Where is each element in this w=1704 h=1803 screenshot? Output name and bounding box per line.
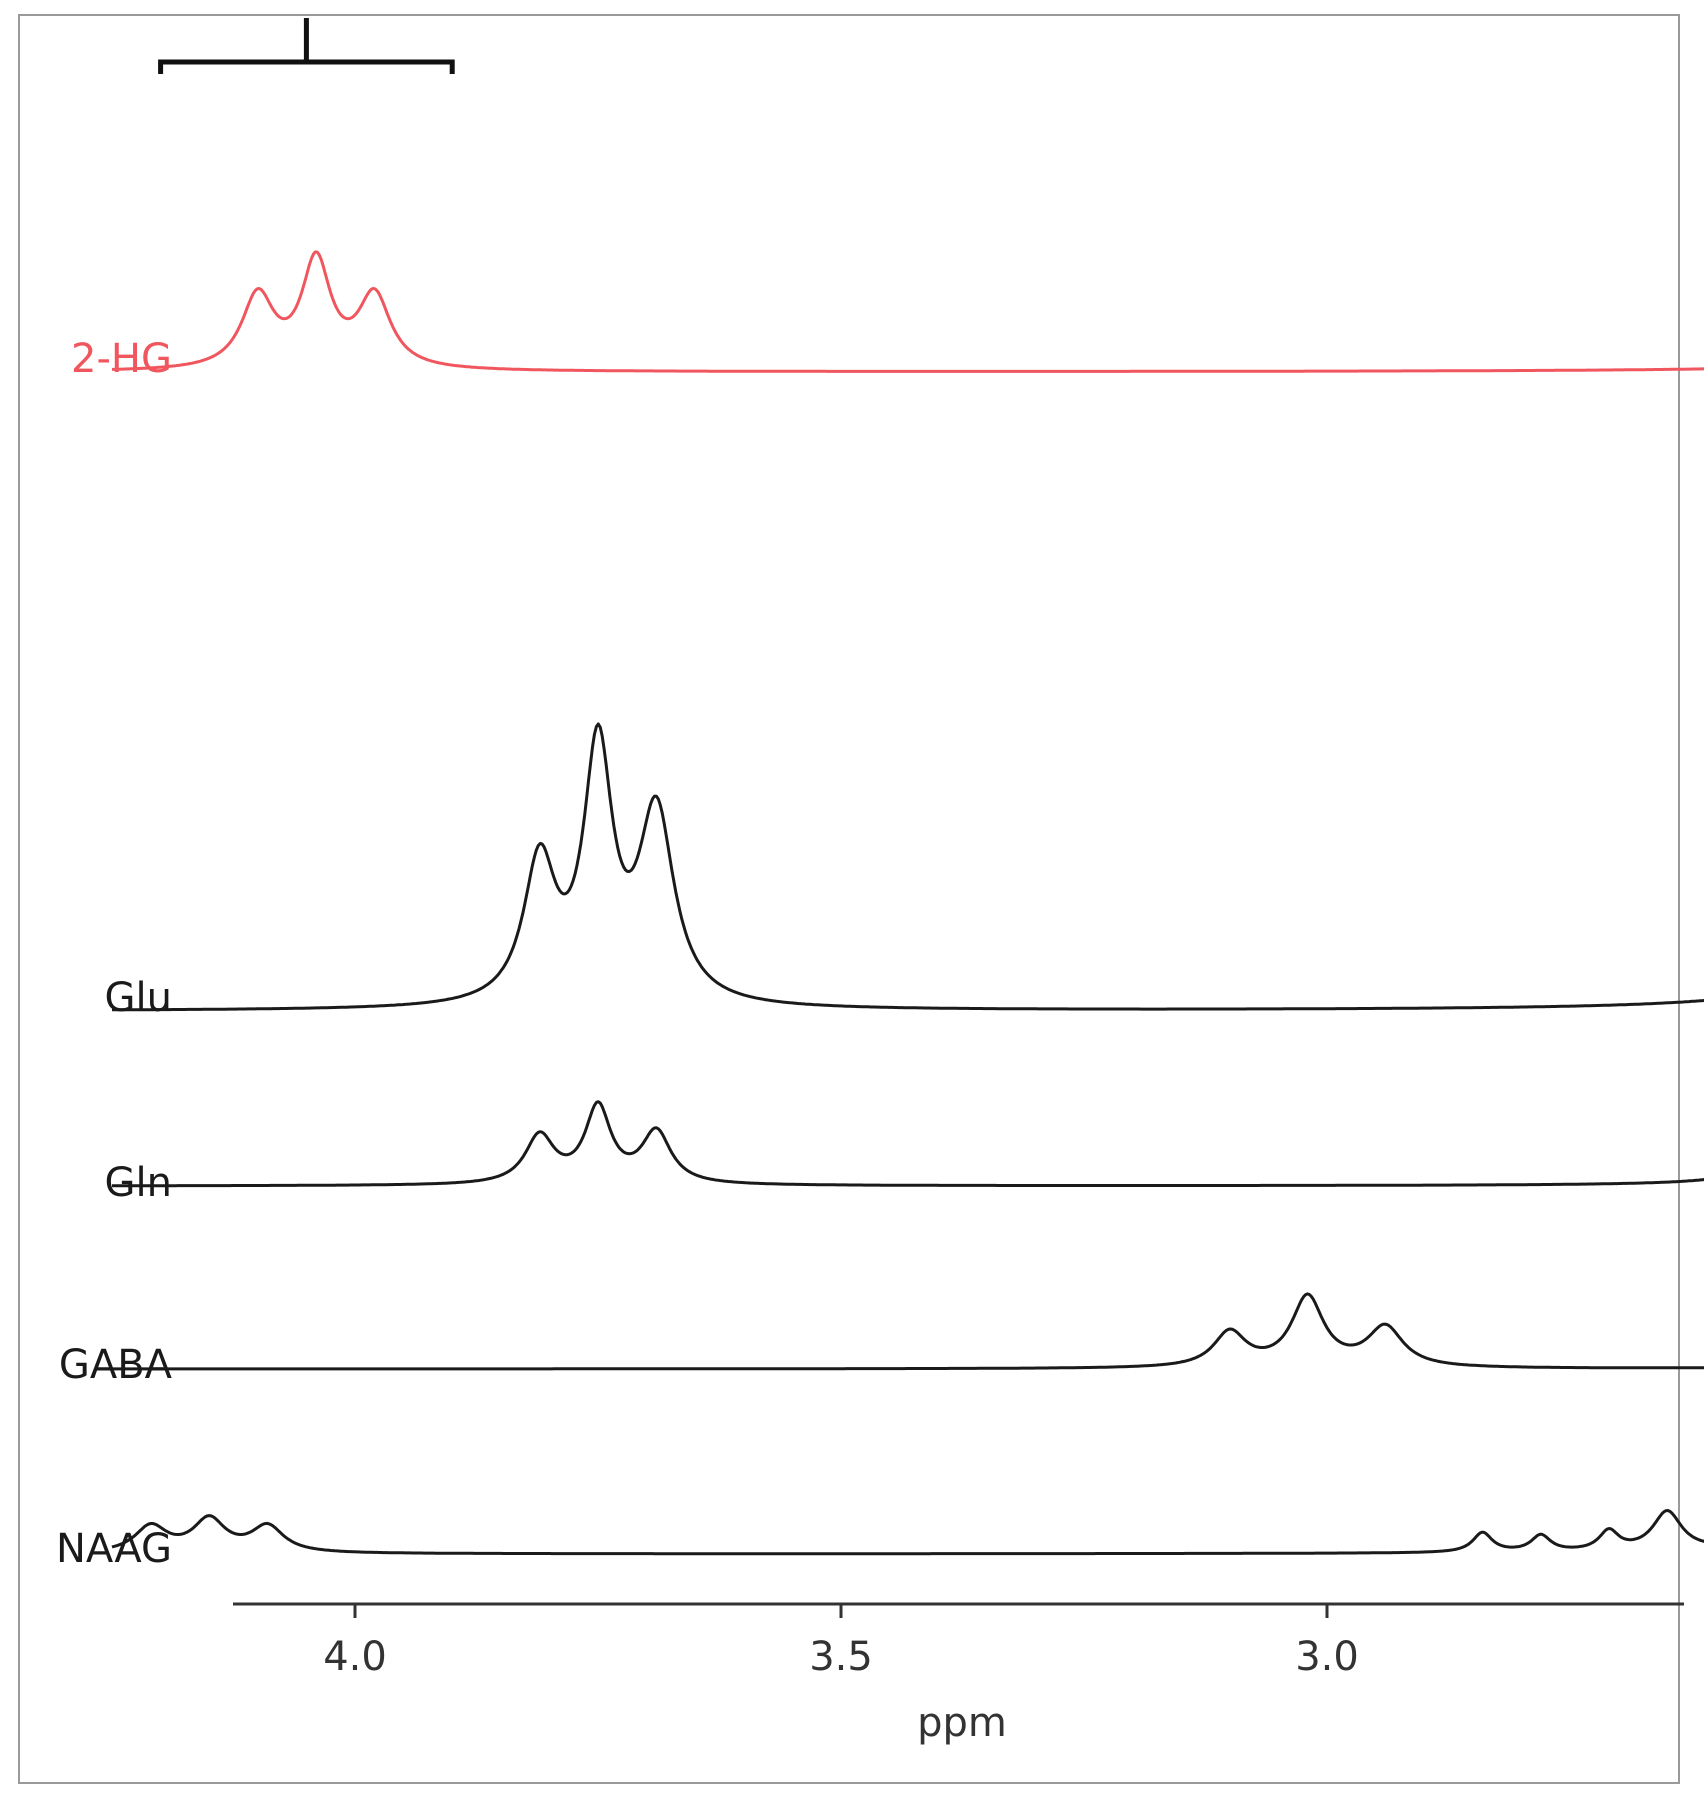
figure-frame [18, 14, 1680, 1784]
x-tick-label: 4.0 [323, 1634, 387, 1680]
trace-2-hg [112, 250, 1704, 373]
x-axis-title: ppm [917, 1700, 1007, 1746]
x-tick-label: 3.0 [1295, 1634, 1359, 1680]
trace-naag [111, 1509, 1704, 1556]
brackets-group [158, 18, 455, 74]
trace-gln [112, 1100, 1704, 1188]
x-tick-label: 3.5 [809, 1634, 873, 1680]
trace-glu [112, 722, 1704, 1012]
x-ticks-group: 4.03.53.02.52.01.5 [323, 1604, 1359, 1680]
trace-gaba [112, 1292, 1704, 1371]
x-axis: 4.03.53.02.52.01.5 ppm [233, 1602, 1684, 1746]
spectra-traces-group [111, 250, 1704, 1556]
series-label-glu: Glu [105, 975, 172, 1021]
series-label-2-hg: 2-HG [71, 336, 172, 382]
bracket [158, 18, 455, 74]
series-label-naag: NAAG [56, 1526, 172, 1572]
series-label-gaba: GABA [59, 1342, 173, 1388]
series-labels-group: 2-HG Glu Gln GABA NAAG [56, 336, 173, 1572]
series-label-gln: Gln [105, 1160, 172, 1206]
